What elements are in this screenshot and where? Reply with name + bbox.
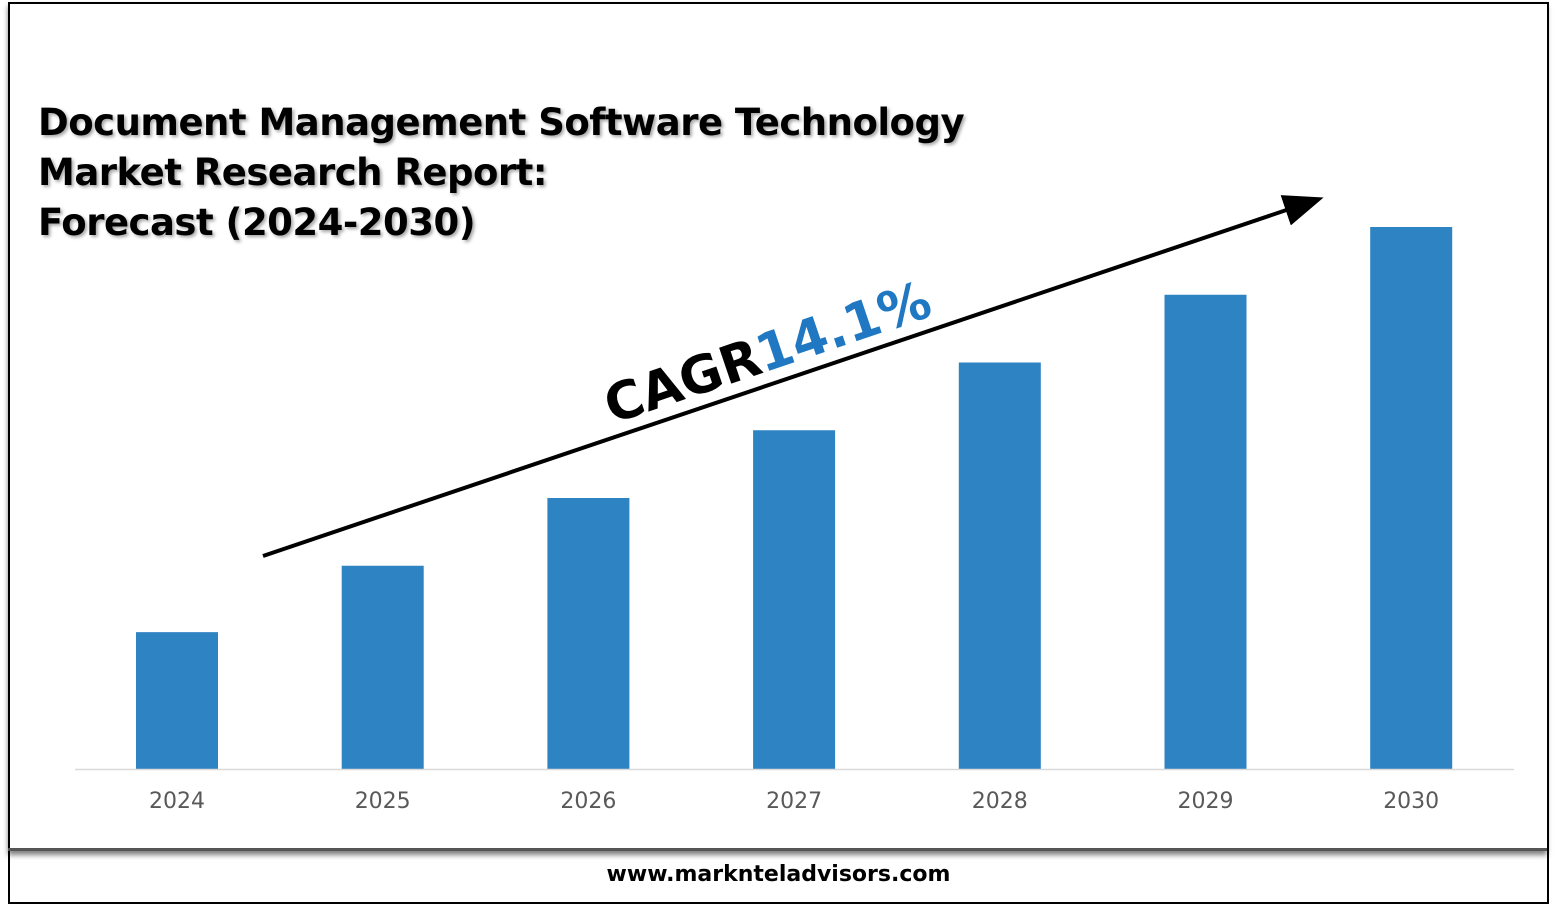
cagr-annotation: CAGR 14.1% — [597, 270, 939, 436]
bar-2030 — [1370, 227, 1453, 769]
growth-arrow — [262, 195, 1324, 558]
x-tick-label: 2028 — [972, 789, 1028, 814]
x-tick-label: 2027 — [766, 789, 822, 814]
chart-panel — [8, 2, 1547, 851]
x-tick-label: 2030 — [1383, 789, 1439, 814]
title-line-1: Document Management Software Technology — [38, 101, 965, 144]
bar-2024 — [136, 632, 218, 769]
x-tick-label: 2024 — [149, 789, 205, 814]
title-line-3: Forecast (2024-2030) — [38, 201, 476, 244]
x-tick-label: 2029 — [1178, 789, 1234, 814]
bar-2026 — [547, 498, 630, 769]
frame-border — [8, 2, 1549, 904]
bar-2027 — [753, 430, 836, 769]
bar-2028 — [958, 362, 1041, 769]
website-footer: www.marknteladvisors.com — [606, 862, 951, 887]
cagr-value: 14.1% — [748, 270, 938, 385]
x-tick-label: 2025 — [355, 789, 411, 814]
cagr-label: CAGR — [597, 328, 769, 436]
bar-2029 — [1164, 294, 1247, 769]
chart-title: Document Management Software Technology … — [38, 98, 965, 248]
title-line-2: Market Research Report: — [38, 151, 548, 194]
x-tick-label: 2026 — [560, 789, 616, 814]
bar-2025 — [341, 565, 424, 769]
